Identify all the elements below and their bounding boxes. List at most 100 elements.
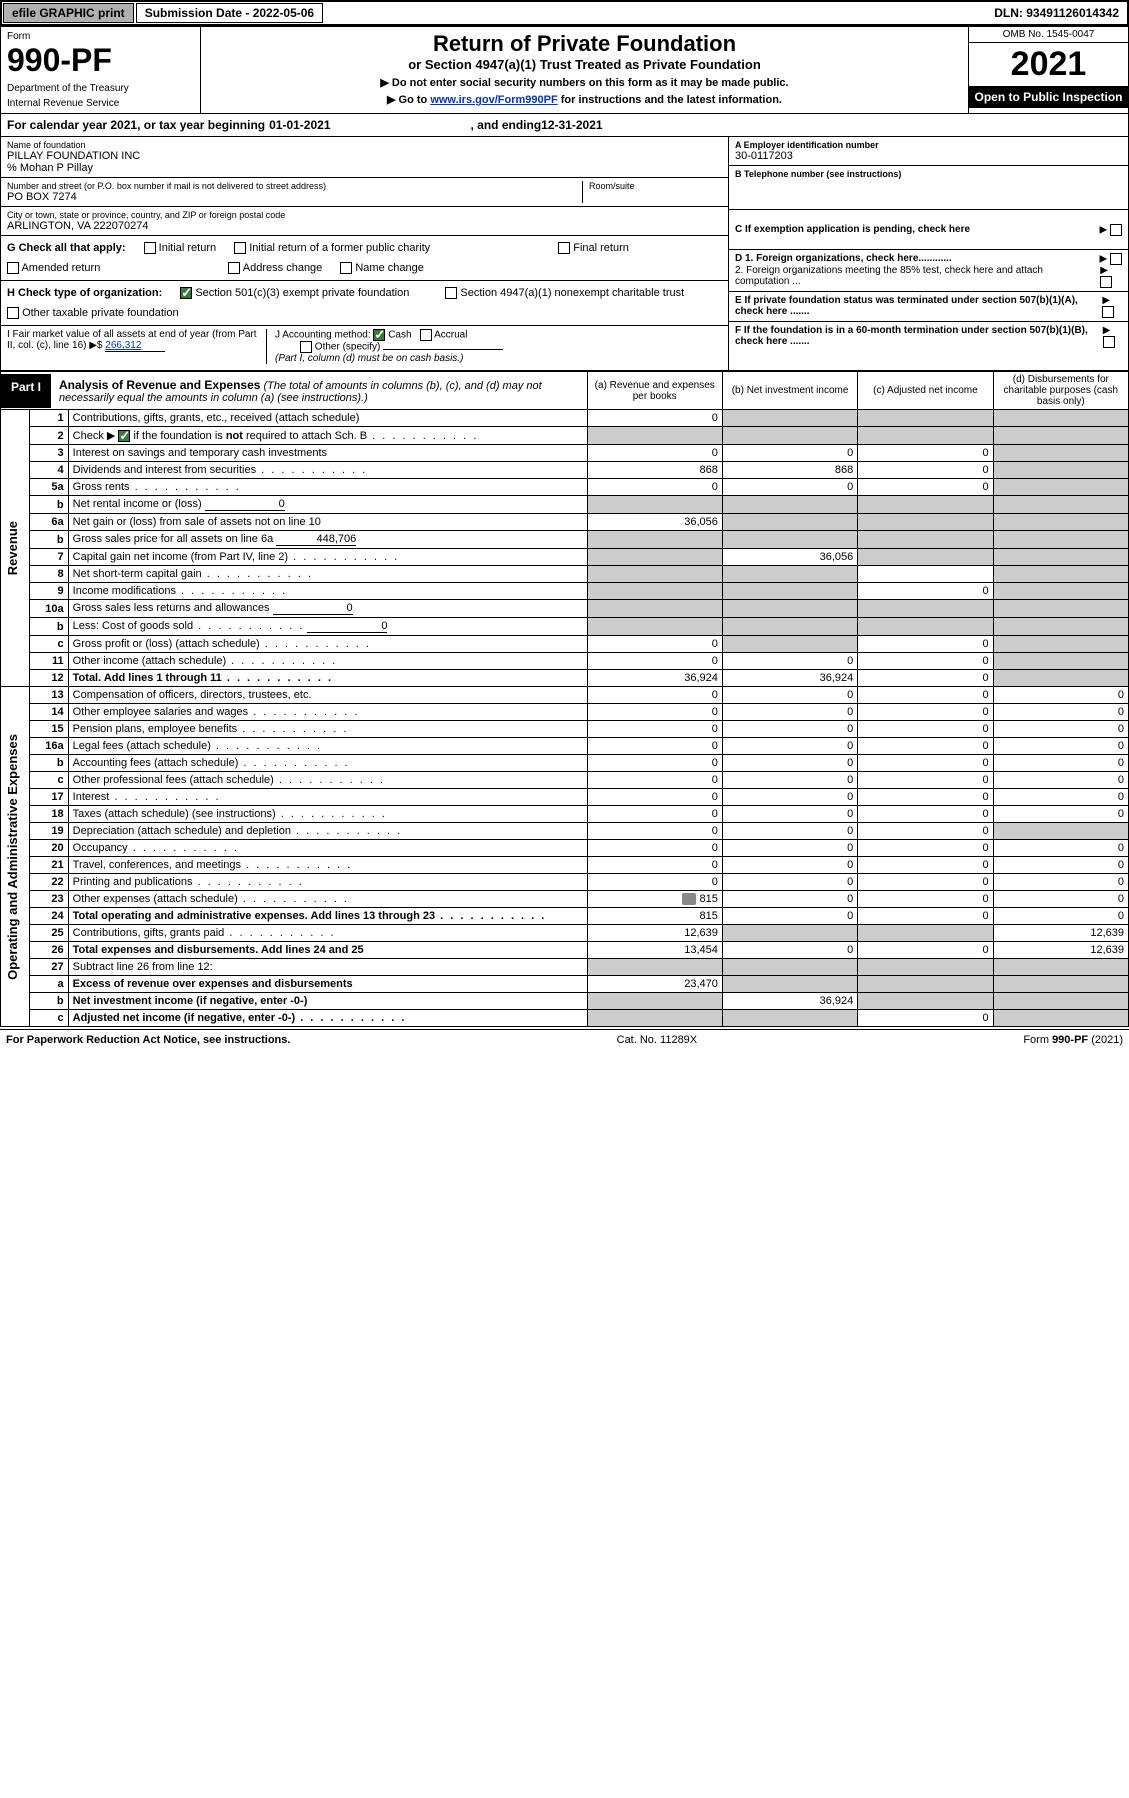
cell-c: 0 bbox=[858, 772, 993, 789]
schb-checkbox[interactable] bbox=[118, 430, 130, 442]
h-label: H Check type of organization: bbox=[7, 287, 162, 299]
table-row: 21 Travel, conferences, and meetings 0 0… bbox=[1, 857, 1129, 874]
cell-b: 0 bbox=[722, 772, 857, 789]
initial-former-checkbox[interactable] bbox=[234, 242, 246, 254]
name-change-checkbox[interactable] bbox=[340, 262, 352, 274]
cell-d: 12,639 bbox=[993, 942, 1128, 959]
table-row: 20 Occupancy 0 0 0 0 bbox=[1, 840, 1129, 857]
501c3-checkbox[interactable] bbox=[180, 287, 192, 299]
table-row: Revenue 1 Contributions, gifts, grants, … bbox=[1, 410, 1129, 427]
amended-return-checkbox[interactable] bbox=[7, 262, 19, 274]
cell-d bbox=[993, 976, 1128, 993]
accrual-checkbox[interactable] bbox=[420, 329, 432, 341]
cell-c: 0 bbox=[858, 823, 993, 840]
row-num: 9 bbox=[30, 583, 68, 600]
cell-b: 0 bbox=[722, 908, 857, 925]
table-row: 18 Taxes (attach schedule) (see instruct… bbox=[1, 806, 1129, 823]
row-desc: Other income (attach schedule) bbox=[68, 653, 587, 670]
cell-a: 0 bbox=[587, 857, 722, 874]
part1-table: Part I Analysis of Revenue and Expenses … bbox=[0, 371, 1129, 1027]
cell-a: 0 bbox=[587, 721, 722, 738]
g-check-row: G Check all that apply: Initial return I… bbox=[1, 236, 728, 281]
table-row: 27 Subtract line 26 from line 12: bbox=[1, 959, 1129, 976]
row-num: b bbox=[30, 531, 68, 549]
row-num: 17 bbox=[30, 789, 68, 806]
cell-d bbox=[993, 427, 1128, 445]
ssn-warning: ▶ Do not enter social security numbers o… bbox=[209, 76, 960, 89]
revenue-side-label: Revenue bbox=[1, 410, 30, 687]
cell-b: 0 bbox=[722, 445, 857, 462]
row-desc: Total operating and administrative expen… bbox=[68, 908, 587, 925]
cell-a: 0 bbox=[587, 687, 722, 704]
cell-d: 0 bbox=[993, 687, 1128, 704]
fmv-value[interactable]: 266,312 bbox=[105, 340, 165, 352]
cell-d bbox=[993, 583, 1128, 600]
cell-d: 12,639 bbox=[993, 925, 1128, 942]
omb-number: OMB No. 1545-0047 bbox=[969, 27, 1128, 43]
c-checkbox[interactable] bbox=[1110, 224, 1122, 236]
4947a1-checkbox[interactable] bbox=[445, 287, 457, 299]
row-num: b bbox=[30, 496, 68, 514]
footer-mid: Cat. No. 11289X bbox=[617, 1034, 698, 1046]
row-num: 8 bbox=[30, 566, 68, 583]
other-taxable-checkbox[interactable] bbox=[7, 307, 19, 319]
row-num: 13 bbox=[30, 687, 68, 704]
initial-return-checkbox[interactable] bbox=[144, 242, 156, 254]
irs-link[interactable]: www.irs.gov/Form990PF bbox=[430, 94, 557, 106]
info-grid: Name of foundation PILLAY FOUNDATION INC… bbox=[0, 137, 1129, 371]
row-desc: Other employee salaries and wages bbox=[68, 704, 587, 721]
d1-checkbox[interactable] bbox=[1110, 253, 1122, 265]
row-desc: Net rental income or (loss) 0 bbox=[68, 496, 587, 514]
cell-b bbox=[722, 410, 857, 427]
j-cash: Cash bbox=[388, 330, 411, 341]
h-opt-1: Section 501(c)(3) exempt private foundat… bbox=[195, 287, 409, 299]
table-row: 17 Interest 0 0 0 0 bbox=[1, 789, 1129, 806]
table-row: 7 Capital gain net income (from Part IV,… bbox=[1, 549, 1129, 566]
cell-a: 815 bbox=[587, 891, 722, 908]
cell-c bbox=[858, 496, 993, 514]
goto-link-line: ▶ Go to www.irs.gov/Form990PF for instru… bbox=[209, 93, 960, 106]
cell-c bbox=[858, 959, 993, 976]
row-num: c bbox=[30, 1010, 68, 1027]
cell-d bbox=[993, 1010, 1128, 1027]
f-checkbox[interactable] bbox=[1103, 336, 1115, 348]
cell-c: 0 bbox=[858, 462, 993, 479]
row-desc: Legal fees (attach schedule) bbox=[68, 738, 587, 755]
d2-checkbox[interactable] bbox=[1100, 276, 1112, 288]
g-opt-0: Initial return bbox=[159, 242, 216, 254]
efile-print-button[interactable]: efile GRAPHIC print bbox=[3, 3, 134, 23]
row-desc: Total. Add lines 1 through 11 bbox=[68, 670, 587, 687]
table-row: Operating and Administrative Expenses 13… bbox=[1, 687, 1129, 704]
table-row: 26 Total expenses and disbursements. Add… bbox=[1, 942, 1129, 959]
row-desc: Accounting fees (attach schedule) bbox=[68, 755, 587, 772]
row-desc: Contributions, gifts, grants paid bbox=[68, 925, 587, 942]
table-row: b Gross sales price for all assets on li… bbox=[1, 531, 1129, 549]
cal-begin: 01-01-2021 bbox=[269, 118, 330, 132]
d1-label: D 1. Foreign organizations, check here..… bbox=[735, 253, 952, 265]
info-left: Name of foundation PILLAY FOUNDATION INC… bbox=[1, 137, 728, 370]
row-desc: Compensation of officers, directors, tru… bbox=[68, 687, 587, 704]
cell-c bbox=[858, 566, 993, 583]
row-num: 23 bbox=[30, 891, 68, 908]
cell-b: 0 bbox=[722, 704, 857, 721]
attachment-icon[interactable] bbox=[682, 893, 696, 905]
cell-a: 0 bbox=[587, 840, 722, 857]
col-b-header: (b) Net investment income bbox=[722, 372, 857, 410]
cell-a: 36,056 bbox=[587, 514, 722, 531]
other-method-checkbox[interactable] bbox=[300, 341, 312, 353]
final-return-checkbox[interactable] bbox=[558, 242, 570, 254]
cell-d bbox=[993, 410, 1128, 427]
cell-a: 0 bbox=[587, 874, 722, 891]
cell-d bbox=[993, 514, 1128, 531]
cell-d bbox=[993, 566, 1128, 583]
row-desc: Adjusted net income (if negative, enter … bbox=[68, 1010, 587, 1027]
row-desc: Depreciation (attach schedule) and deple… bbox=[68, 823, 587, 840]
cell-a: 0 bbox=[587, 738, 722, 755]
cash-checkbox[interactable] bbox=[373, 329, 385, 341]
cell-c: 0 bbox=[858, 583, 993, 600]
address-change-checkbox[interactable] bbox=[228, 262, 240, 274]
room-label: Room/suite bbox=[589, 181, 722, 191]
cell-d bbox=[993, 600, 1128, 618]
e-checkbox[interactable] bbox=[1102, 306, 1114, 318]
row-desc: Interest on savings and temporary cash i… bbox=[68, 445, 587, 462]
